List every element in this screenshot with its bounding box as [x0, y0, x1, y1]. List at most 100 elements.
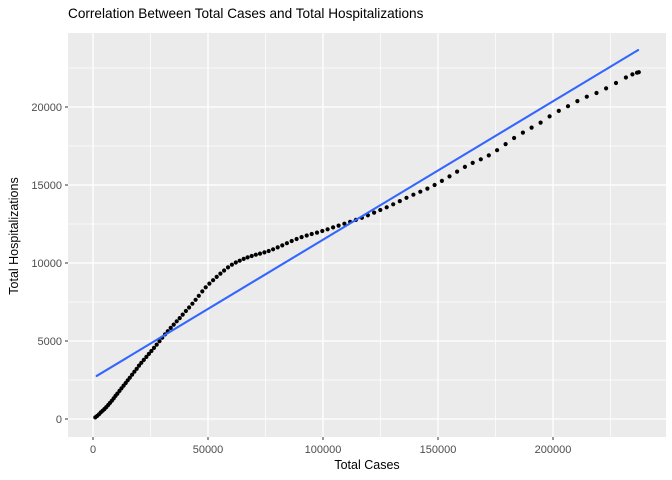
- data-point: [136, 363, 142, 368]
- data-point: [594, 90, 599, 96]
- data-point: [304, 233, 309, 238]
- data-point: [171, 322, 176, 327]
- data-point: [478, 157, 483, 162]
- data-point: [331, 225, 336, 230]
- data-point: [411, 192, 416, 197]
- data-point: [241, 256, 246, 261]
- data-point: [284, 241, 289, 246]
- data-point: [391, 202, 396, 207]
- data-point: [193, 297, 198, 302]
- data-point: [149, 348, 154, 354]
- data-point: [455, 169, 460, 174]
- data-point: [237, 258, 242, 263]
- data-point: [623, 75, 629, 80]
- data-point: [503, 142, 508, 147]
- data-point: [253, 252, 258, 257]
- data-point: [214, 274, 219, 279]
- data-point: [584, 94, 589, 99]
- data-point: [372, 210, 377, 215]
- x-axis-title-text: Total Cases: [334, 458, 400, 472]
- data-point: [211, 278, 216, 283]
- x-axis-tick-label: 50000: [193, 444, 224, 456]
- plot-title: Correlation Between Total Cases and Tota…: [68, 6, 424, 21]
- data-point: [144, 354, 149, 359]
- x-axis-tick-label: 200000: [535, 444, 572, 456]
- data-point: [132, 369, 137, 374]
- data-point: [529, 125, 534, 130]
- data-point: [271, 247, 276, 252]
- data-point: [294, 236, 299, 242]
- y-axis-tick-label: 5000: [38, 336, 62, 348]
- data-point: [225, 265, 231, 270]
- x-axis-tick-label: 0: [90, 444, 96, 456]
- data-point: [511, 135, 517, 141]
- data-point: [613, 80, 619, 86]
- regression-line: [95, 49, 640, 377]
- data-point: [218, 271, 223, 276]
- data-point: [470, 160, 475, 165]
- data-point: [146, 351, 151, 356]
- data-point: [245, 255, 250, 260]
- data-point: [309, 231, 314, 237]
- data-point: [262, 250, 267, 255]
- data-point: [556, 108, 561, 113]
- data-point: [486, 153, 491, 158]
- y-axis-tick-label: 20000: [31, 102, 62, 114]
- data-point: [547, 114, 552, 119]
- data-point: [266, 248, 271, 254]
- data-point: [196, 293, 201, 298]
- data-point: [299, 235, 304, 240]
- data-point: [495, 148, 500, 153]
- data-point: [336, 223, 341, 228]
- data-point: [630, 72, 635, 77]
- data-point: [177, 316, 182, 321]
- data-point: [320, 228, 325, 234]
- data-point: [289, 238, 294, 244]
- x-axis-title: Total Cases: [0, 458, 672, 472]
- data-point: [249, 253, 254, 259]
- data-point: [130, 372, 135, 377]
- y-axis-tick-label: 10000: [31, 258, 62, 270]
- data-point: [168, 325, 173, 330]
- data-point: [154, 342, 159, 347]
- data-point: [575, 99, 580, 104]
- y-axis-tick-label: 0: [56, 414, 62, 426]
- x-axis-tick-label: 100000: [305, 444, 342, 456]
- data-point: [439, 178, 444, 183]
- data-point: [222, 268, 227, 273]
- x-axis-tick-label: 150000: [420, 444, 457, 456]
- data-point: [183, 308, 188, 314]
- data-point: [404, 195, 409, 200]
- data-point: [229, 262, 234, 267]
- data-point: [425, 186, 430, 191]
- data-point: [636, 70, 641, 75]
- data-point: [565, 104, 571, 109]
- data-point: [127, 375, 132, 380]
- data-point: [203, 285, 208, 290]
- data-point: [187, 305, 192, 310]
- data-point: [314, 230, 320, 235]
- data-point: [157, 339, 162, 344]
- data-point: [275, 245, 280, 250]
- data-point: [200, 289, 205, 294]
- data-point: [139, 360, 144, 365]
- data-point: [141, 357, 146, 362]
- data-point: [462, 164, 467, 169]
- data-point: [418, 189, 423, 194]
- data-point: [538, 120, 543, 125]
- data-point: [342, 221, 347, 226]
- y-axis-tick-label: 15000: [31, 180, 62, 192]
- data-point: [233, 260, 238, 265]
- data-point: [257, 251, 263, 256]
- data-point: [604, 86, 609, 91]
- data-point: [397, 199, 402, 204]
- data-point: [207, 281, 212, 286]
- data-point: [447, 174, 452, 179]
- y-axis-title: Total Hospitalizations: [7, 177, 21, 295]
- plot-panel: [68, 33, 666, 437]
- data-point: [190, 301, 195, 306]
- data-point: [384, 205, 389, 210]
- data-point: [378, 207, 383, 213]
